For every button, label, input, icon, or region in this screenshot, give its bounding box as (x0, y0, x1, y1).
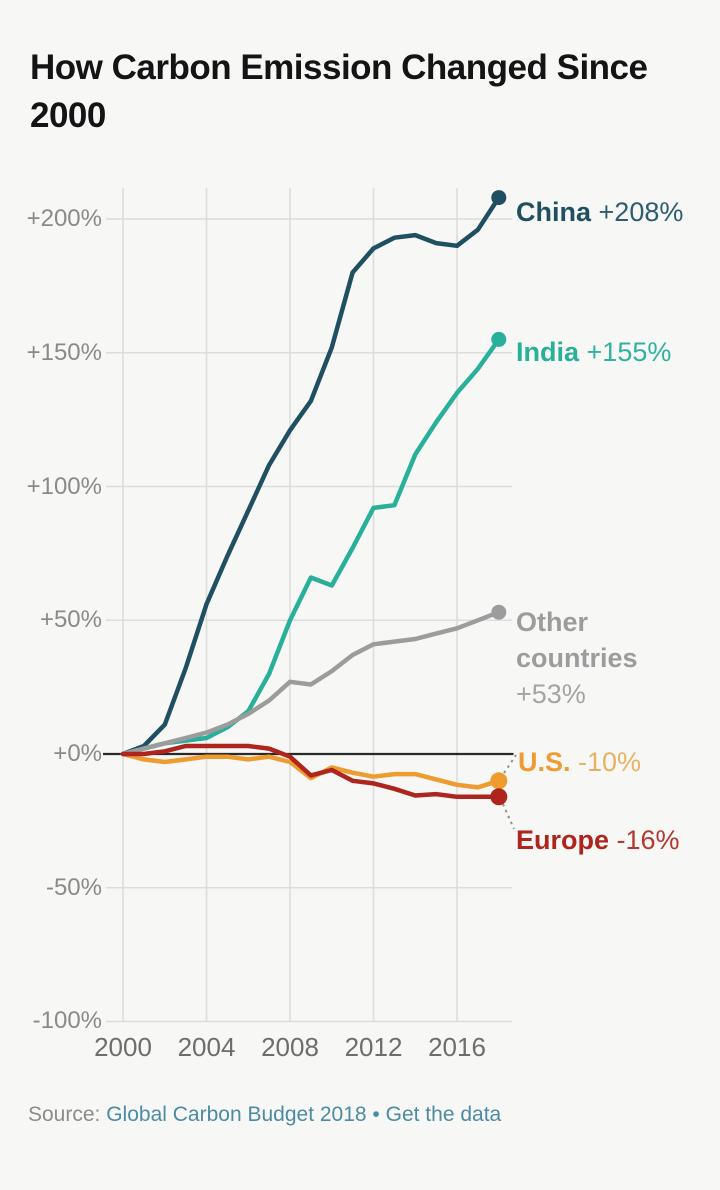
series-name-us: U.S. (518, 747, 571, 777)
xtick-2004: 2004 (177, 1032, 236, 1062)
ytick-minus50: -50% (45, 874, 102, 901)
series-end-dot-india (491, 331, 507, 347)
series-line-other-countries (120, 609, 502, 757)
series-line-china (120, 195, 502, 757)
series-name-other-countries: Other countries (516, 607, 638, 673)
series-value-china: +208% (598, 197, 684, 227)
xtick-2008: 2008 (261, 1032, 319, 1062)
series-label-europe: Europe -16% (516, 822, 680, 858)
series-end-dot-china (491, 190, 507, 206)
series-value-india: +155% (586, 337, 672, 367)
series-end-dot-europe (490, 788, 508, 806)
xtick-2000: 2000 (94, 1032, 152, 1062)
leader-line-us (503, 754, 517, 774)
series-end-dot-us (490, 772, 508, 790)
ytick-zero: +0% (53, 740, 102, 767)
source-link-global-carbon-budget[interactable]: Global Carbon Budget 2018 (106, 1103, 367, 1126)
series-label-us: U.S. -10% (518, 744, 641, 780)
ytick-plus50: +50% (39, 606, 102, 633)
ytick-minus100: -100% (32, 1007, 102, 1034)
series-name-china: China (516, 197, 592, 227)
series-value-europe: -16% (616, 825, 680, 855)
chart-title: How Carbon Emission Changed Since 2000 (30, 48, 648, 135)
series-line-india (120, 337, 502, 757)
source-prefix: Source: (28, 1103, 101, 1126)
series-name-india: India (516, 337, 580, 367)
series-value-other-countries: +53% (516, 679, 586, 709)
series-line-europe (120, 743, 502, 800)
leader-line-europe (502, 803, 515, 830)
series-value-us: -10% (578, 747, 642, 777)
ytick-plus150: +150% (26, 339, 102, 366)
xtick-2012: 2012 (344, 1032, 403, 1062)
xtick-2016: 2016 (428, 1032, 486, 1062)
series-label-india: India +155% (516, 334, 671, 370)
ytick-plus100: +100% (26, 473, 102, 500)
series-label-other-countries: Other countries +53% (516, 604, 676, 712)
source-separator: • (372, 1103, 380, 1126)
source-line: Source: Global Carbon Budget 2018 • Get … (28, 1101, 501, 1129)
ytick-plus200: +200% (26, 205, 102, 232)
series-end-dot-other-countries (491, 604, 507, 620)
series-name-europe: Europe (516, 825, 610, 855)
source-link-get-the-data[interactable]: Get the data (385, 1103, 502, 1126)
series-label-china: China +208% (516, 194, 683, 230)
series-line-us (120, 751, 502, 790)
